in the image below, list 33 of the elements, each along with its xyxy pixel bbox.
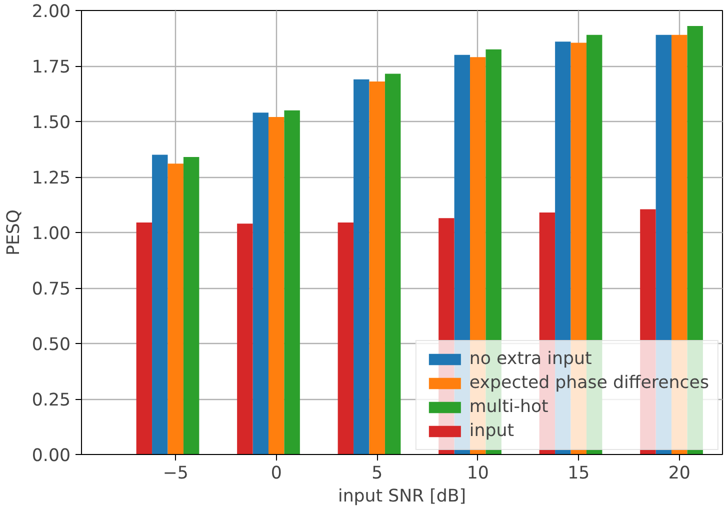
x-axis-title: input SNR [dB] — [338, 486, 466, 506]
legend-label: no extra input — [469, 349, 592, 369]
bar — [252, 112, 268, 454]
bar — [136, 222, 152, 454]
bar — [168, 164, 184, 454]
bar — [183, 157, 200, 454]
bar — [338, 222, 354, 454]
bar — [284, 110, 300, 454]
legend-label: multi-hot — [469, 397, 548, 417]
bar — [237, 224, 253, 454]
bar — [268, 117, 284, 454]
y-tick-label: 2.00 — [32, 2, 71, 22]
y-tick-label: 0.00 — [32, 446, 71, 466]
bar — [369, 82, 385, 454]
bar — [152, 154, 168, 454]
x-tick-label: 15 — [568, 464, 590, 484]
x-tick-label: 0 — [270, 464, 282, 484]
legend-label: input — [469, 421, 514, 441]
legend-label: expected phase differences — [469, 373, 709, 393]
y-tick-label: 0.75 — [32, 280, 71, 300]
y-tick-label: 1.00 — [32, 224, 71, 244]
y-axis-title: PESQ — [4, 209, 24, 256]
bar — [354, 79, 370, 454]
y-tick-label: 1.50 — [32, 113, 71, 133]
y-tick-label: 1.75 — [32, 58, 71, 78]
y-tick-label: 0.50 — [32, 335, 71, 355]
x-tick-label: 20 — [668, 464, 690, 484]
bar — [384, 74, 401, 454]
y-tick-label: 1.25 — [32, 168, 71, 188]
y-tick-label: 0.25 — [32, 390, 71, 410]
x-tick-label: 5 — [372, 464, 383, 484]
x-tick-label: −5 — [162, 464, 188, 484]
x-tick-label: 10 — [466, 464, 489, 484]
